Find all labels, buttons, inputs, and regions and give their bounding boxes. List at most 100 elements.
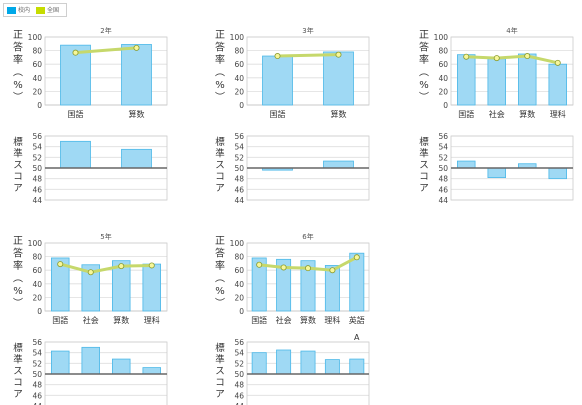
accuracy-axis-label-char: 率 bbox=[215, 259, 225, 272]
standard-axis-label-char: ア bbox=[215, 389, 225, 400]
y-tick-label: 50 bbox=[32, 164, 42, 173]
legend: 校内 全国 bbox=[3, 3, 67, 17]
national-marker bbox=[87, 269, 94, 276]
category-label: 社会 bbox=[276, 315, 292, 325]
standard-axis-label-char: 標 bbox=[215, 136, 225, 148]
category-label: 理科 bbox=[144, 315, 160, 325]
accuracy-bar bbox=[276, 258, 292, 312]
category-label: 算数 bbox=[113, 315, 129, 325]
standard-axis-label-char: 標 bbox=[215, 342, 225, 354]
y-tick-label: 80 bbox=[32, 253, 42, 262]
standard-bar bbox=[487, 167, 506, 178]
standard-axis-label-char: ス bbox=[13, 366, 23, 377]
accuracy-axis-label-char: % bbox=[215, 80, 225, 91]
accuracy-bar bbox=[251, 257, 267, 312]
national-marker bbox=[148, 262, 155, 269]
accuracy-bar bbox=[323, 51, 354, 106]
y-tick-label: 44 bbox=[32, 402, 42, 405]
y-tick-label: 46 bbox=[438, 185, 448, 194]
y-tick-label: 0 bbox=[239, 307, 244, 316]
y-tick-label: 50 bbox=[234, 164, 244, 173]
legend-item-school: 校内 bbox=[7, 6, 30, 15]
category-label: 社会 bbox=[489, 109, 505, 119]
y-tick-label: 56 bbox=[438, 132, 448, 141]
y-tick-label: 40 bbox=[234, 74, 244, 83]
standard-bar bbox=[251, 352, 267, 375]
national-line bbox=[277, 53, 339, 58]
y-tick-label: 52 bbox=[234, 153, 244, 162]
y-tick-label: 100 bbox=[28, 33, 43, 42]
accuracy-axis-label-char: % bbox=[13, 286, 23, 297]
y-tick-label: 48 bbox=[234, 381, 244, 390]
category-label: 社会 bbox=[83, 315, 99, 325]
national-marker bbox=[274, 53, 281, 60]
y-tick-label: 80 bbox=[32, 47, 42, 56]
national-line bbox=[466, 54, 559, 65]
chart-title: 3年 bbox=[302, 26, 313, 35]
plot-frame bbox=[44, 242, 168, 312]
y-tick-label: 0 bbox=[37, 307, 42, 316]
y-tick-label: 52 bbox=[32, 359, 42, 368]
accuracy-axis-label-char: 答 bbox=[13, 41, 23, 54]
national-marker bbox=[256, 261, 263, 268]
accuracy-axis-label-char: ︵ bbox=[13, 68, 23, 79]
y-tick-label: 20 bbox=[32, 293, 42, 302]
category-label: 算数 bbox=[331, 109, 347, 119]
standard-bar bbox=[324, 359, 340, 375]
national-marker bbox=[329, 267, 336, 274]
standard-bar bbox=[60, 140, 91, 169]
y-tick-label: 20 bbox=[438, 87, 448, 96]
y-tick-label: 50 bbox=[438, 164, 448, 173]
accuracy-axis-label-char: 答 bbox=[215, 247, 225, 260]
standard-axis-label-char: ア bbox=[13, 389, 23, 400]
standard-axis-label-char: ス bbox=[13, 160, 23, 171]
y-tick-label: 48 bbox=[438, 175, 448, 184]
standard-bar bbox=[323, 160, 354, 169]
standard-axis-label-char: ア bbox=[13, 183, 23, 194]
national-marker bbox=[72, 49, 79, 56]
y-tick-label: 52 bbox=[32, 153, 42, 162]
chart-annotation: A bbox=[354, 333, 360, 342]
standard-axis-label-char: ス bbox=[215, 366, 225, 377]
y-tick-label: 60 bbox=[32, 266, 42, 275]
national-marker bbox=[353, 254, 360, 261]
y-tick-label: 80 bbox=[234, 253, 244, 262]
y-tick-label: 56 bbox=[32, 338, 42, 347]
accuracy-bar bbox=[81, 264, 100, 312]
y-tick-label: 60 bbox=[234, 266, 244, 275]
national-marker bbox=[335, 51, 342, 58]
accuracy-bar bbox=[262, 55, 293, 106]
standard-bar bbox=[457, 160, 476, 169]
chart-title: 4年 bbox=[506, 26, 517, 35]
accuracy-axis-label-char: 率 bbox=[13, 259, 23, 272]
standard-axis-label-char: 準 bbox=[419, 148, 429, 160]
y-tick-label: 48 bbox=[234, 175, 244, 184]
accuracy-axis-label-char: % bbox=[215, 286, 225, 297]
y-tick-label: 20 bbox=[32, 87, 42, 96]
y-tick-label: 46 bbox=[32, 185, 42, 194]
accuracy-bar bbox=[457, 54, 476, 106]
accuracy-axis-label-char: ︵ bbox=[215, 68, 225, 79]
accuracy-axis-label-char: 率 bbox=[419, 53, 429, 66]
y-tick-label: 54 bbox=[234, 143, 244, 152]
y-tick-label: 56 bbox=[234, 338, 244, 347]
category-label: 国語 bbox=[68, 109, 84, 119]
accuracy-axis-label-char: % bbox=[419, 80, 429, 91]
plot-frame bbox=[246, 36, 370, 106]
y-tick-label: 80 bbox=[234, 47, 244, 56]
standard-axis-label-char: コ bbox=[13, 378, 23, 389]
plot-frame bbox=[450, 36, 574, 106]
accuracy-axis-label-char: ︶ bbox=[13, 298, 23, 310]
y-tick-label: 20 bbox=[234, 293, 244, 302]
national-line bbox=[59, 262, 152, 274]
y-tick-label: 100 bbox=[230, 239, 245, 248]
accuracy-bar bbox=[142, 263, 161, 312]
y-tick-label: 60 bbox=[438, 60, 448, 69]
standard-bar bbox=[548, 167, 567, 180]
y-tick-label: 100 bbox=[230, 33, 245, 42]
national-line bbox=[75, 46, 137, 55]
